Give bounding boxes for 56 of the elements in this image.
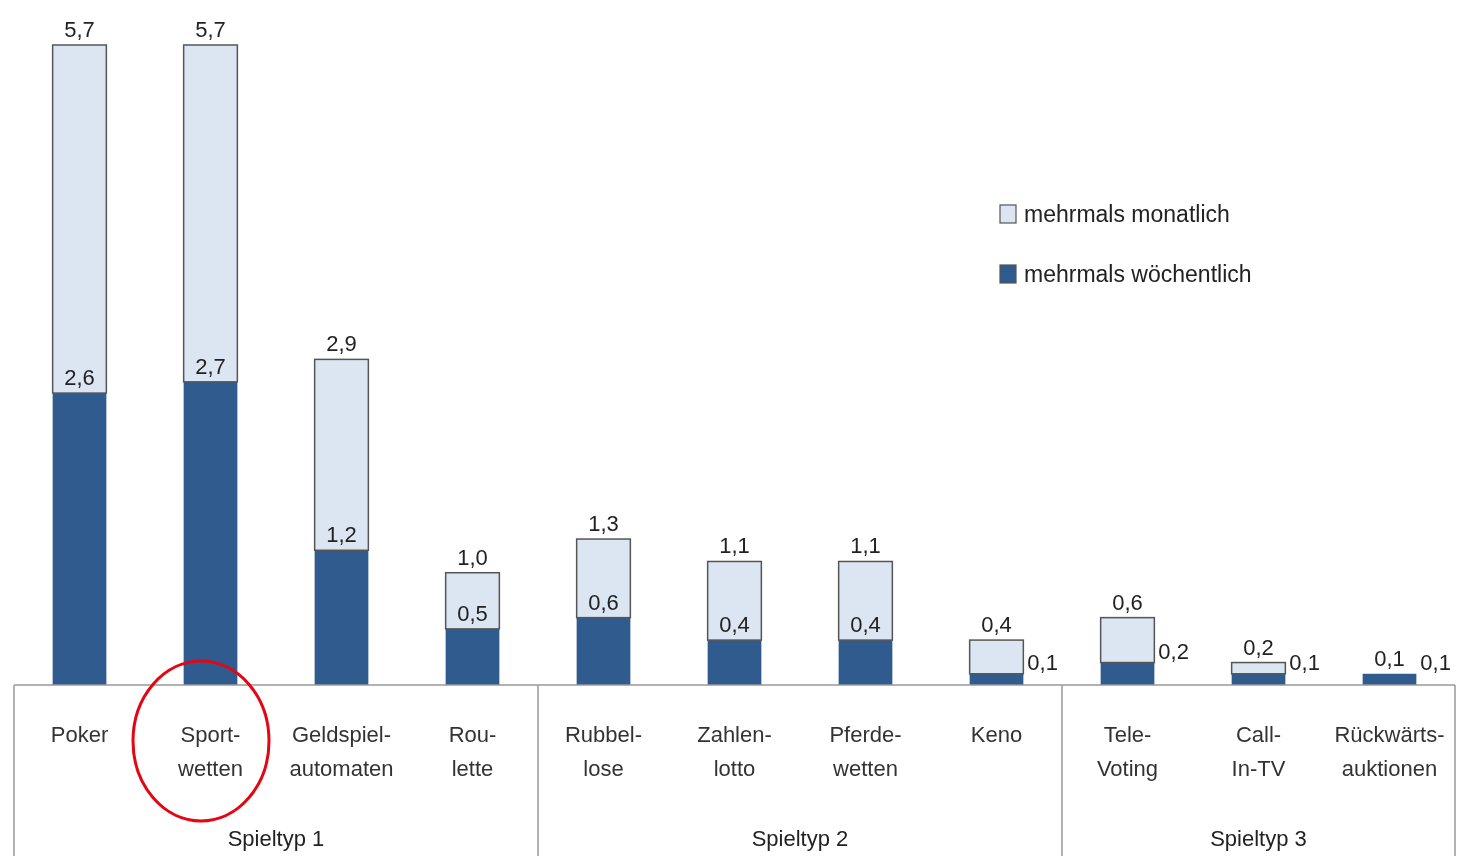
bar <box>707 640 762 685</box>
total-label: 5,7 <box>64 17 95 42</box>
total-label: 0,6 <box>1112 589 1143 615</box>
x-tick-label: Zahlen- lotto <box>697 722 772 781</box>
total-label: 5,7 <box>195 17 226 42</box>
data-label: 0,1 <box>1289 649 1320 675</box>
data-label: 2,7 <box>195 353 226 379</box>
bar <box>837 560 894 641</box>
bar <box>182 44 239 383</box>
bar <box>1230 661 1287 675</box>
data-label: 0,2 <box>1158 638 1189 664</box>
bar <box>444 571 501 630</box>
bar <box>706 560 763 641</box>
bar <box>838 640 893 685</box>
data-label: 1,2 <box>326 522 357 548</box>
bar <box>52 393 107 685</box>
data-label: 0,6 <box>588 589 619 615</box>
text: Spieltyp 3 <box>1210 826 1307 851</box>
x-tick-label: Tele- Voting <box>1096 722 1159 781</box>
legend-label: mehrmals wöchentlich <box>1024 261 1252 287</box>
bar <box>1100 662 1155 685</box>
bar <box>968 639 1025 675</box>
total-label: 1,1 <box>850 533 881 559</box>
bar <box>445 628 500 685</box>
data-label: 0,5 <box>457 600 488 626</box>
total-label: 0,2 <box>1243 634 1274 660</box>
bar <box>576 617 631 685</box>
x-tick-label: Rou- lette <box>448 722 497 781</box>
x-tick-label: Pferde- wetten <box>829 722 902 781</box>
x-tick-label: Keno <box>970 722 1023 747</box>
total-label: 0,1 <box>1374 645 1405 671</box>
total-label: 1,3 <box>588 511 619 537</box>
bar <box>51 44 108 394</box>
x-tick-label: Rubbel- lose <box>564 722 643 781</box>
x-tick-label: Geldspiel- automaten <box>289 722 394 781</box>
data-label: 0,1 <box>1027 649 1058 675</box>
legend-label: mehrmals monatlich <box>1024 201 1230 227</box>
bar <box>313 358 370 552</box>
data-label: 0,1 <box>1420 649 1451 675</box>
total-label: 2,9 <box>326 331 357 357</box>
total-label: 1,1 <box>719 533 750 559</box>
text: Spieltyp 2 <box>751 826 849 851</box>
x-tick-label: Call- In-TV <box>1231 722 1286 781</box>
bar <box>183 381 238 685</box>
bar <box>575 538 632 619</box>
x-tick-label: Sport- wetten <box>177 722 243 781</box>
data-label: 2,6 <box>64 365 95 391</box>
text: Spieltyp 1 <box>227 826 325 851</box>
bar <box>314 550 369 685</box>
x-tick-label: Poker <box>50 722 109 747</box>
data-label: 0,4 <box>719 612 750 638</box>
bar <box>1099 616 1156 664</box>
total-label: 1,0 <box>457 544 488 570</box>
x-tick-label: Rückwärts- auktionen <box>1334 722 1445 781</box>
data-label: 0,4 <box>850 612 881 638</box>
total-label: 0,4 <box>981 612 1012 638</box>
